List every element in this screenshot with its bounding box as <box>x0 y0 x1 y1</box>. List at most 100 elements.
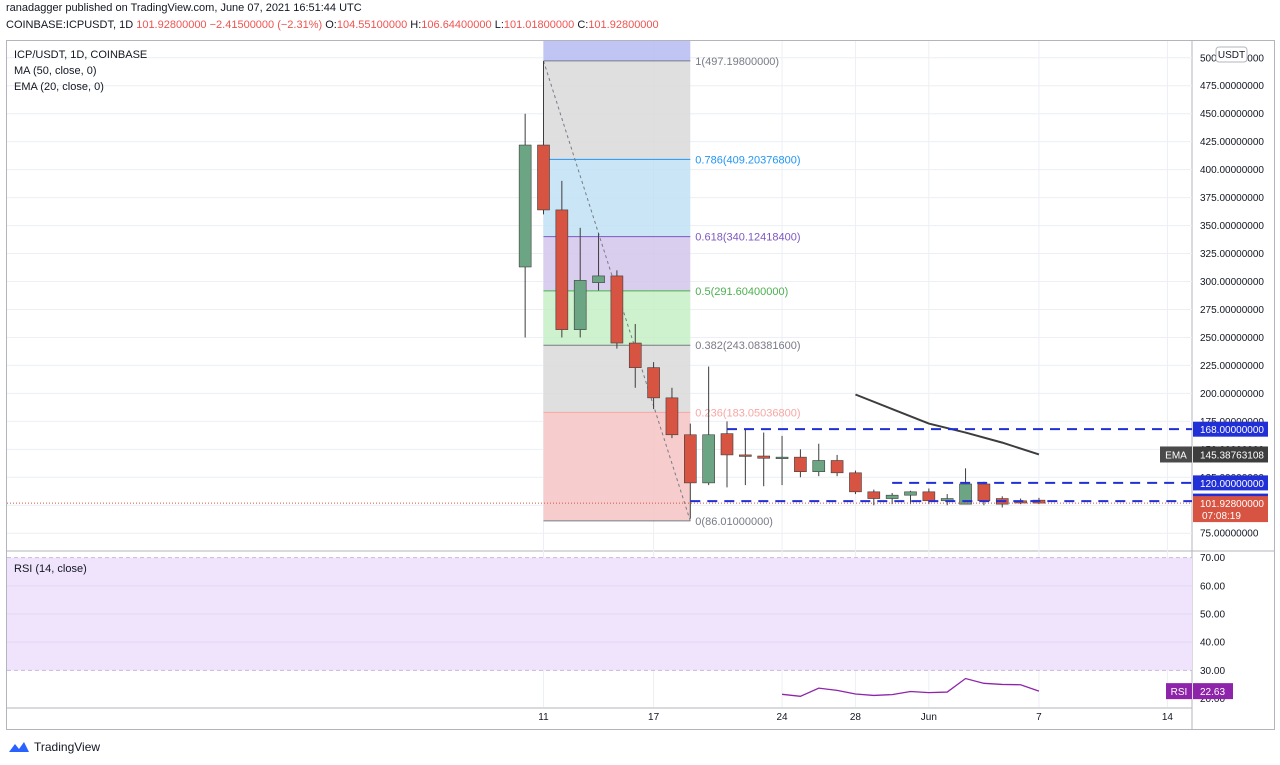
candle-body[interactable] <box>739 454 752 457</box>
candle-body[interactable] <box>904 491 917 496</box>
fib-band <box>543 60 691 160</box>
price-tick-label: 250.00000000 <box>1200 333 1264 344</box>
bar-countdown-label: 07:08:19 <box>1202 511 1241 522</box>
candle-body[interactable] <box>537 144 550 211</box>
price-tick-label: 225.00000000 <box>1200 361 1264 372</box>
time-tick-label: 28 <box>850 712 862 723</box>
legend-ema[interactable]: EMA (20, close, 0) <box>14 81 104 93</box>
price-tick-label: 350.00000000 <box>1200 221 1264 232</box>
rsi-name-tag-label: RSI <box>1171 687 1188 698</box>
rsi-name-tag <box>1166 683 1192 700</box>
legend-rsi[interactable]: RSI (14, close) <box>14 563 87 575</box>
price-tick-label: 75.00000000 <box>1200 529 1259 540</box>
rsi-tick-label: 60.00 <box>1200 581 1225 592</box>
time-tick-label: 7 <box>1036 712 1042 723</box>
candle-body[interactable] <box>812 460 826 472</box>
time-tick-label: 17 <box>648 712 660 723</box>
time-tick-label: Jun <box>921 712 937 723</box>
candle-body[interactable] <box>573 280 587 330</box>
price-tick-label: 325.00000000 <box>1200 249 1264 260</box>
candle-body[interactable] <box>922 491 936 502</box>
candle-body[interactable] <box>757 455 771 459</box>
candle-body[interactable] <box>647 367 660 399</box>
fib-level-label: 0(86.01000000) <box>695 516 773 528</box>
ema-price-tag-label: 145.38763108 <box>1200 450 1264 461</box>
legend-title: ICP/USDT, 1D, COINBASE <box>14 49 148 61</box>
rsi-tick-label: 40.00 <box>1200 638 1225 649</box>
low-value: 101.01800000 <box>503 19 575 31</box>
tradingview-brand: TradingView <box>34 740 101 754</box>
candle-body[interactable] <box>628 342 642 368</box>
ema-name-tag <box>1160 446 1192 463</box>
time-tick-label: 14 <box>1162 712 1174 723</box>
fib-level-label: 0.236(183.05036800) <box>695 407 800 419</box>
price-tick-label: 425.00000000 <box>1200 137 1264 148</box>
level-price-tag-label: 168.00000000 <box>1200 425 1264 436</box>
rsi-value-tag-label: 22.63 <box>1200 687 1225 698</box>
candle-body[interactable] <box>794 456 807 472</box>
time-tick-label: 24 <box>776 712 788 723</box>
candle-body[interactable] <box>775 456 789 459</box>
level-price-tag-label: 120.00000000 <box>1200 479 1264 490</box>
candle-body[interactable] <box>592 275 605 283</box>
price-tick-label: 275.00000000 <box>1200 305 1264 316</box>
tradingview-logo-icon <box>9 742 29 752</box>
legend-ma[interactable]: MA (50, close, 0) <box>14 65 97 77</box>
candle-body[interactable] <box>959 483 972 505</box>
fib-level-label: 0.618(340.12418400) <box>695 232 800 244</box>
level-price-tag <box>1193 475 1268 491</box>
candle-body[interactable] <box>683 434 697 484</box>
symbol-label: COINBASE:ICPUSDT, 1D <box>6 19 134 31</box>
level-price-tag <box>1193 421 1268 437</box>
candle-body[interactable] <box>610 275 624 344</box>
close-value: 101.92800000 <box>588 19 659 31</box>
open-label: O: <box>325 19 337 31</box>
last-price: 101.92800000 <box>136 19 207 31</box>
fib-level-label: 0.382(243.08381600) <box>695 340 800 352</box>
fib-level-label: 1(497.19800000) <box>695 56 779 68</box>
candle-body[interactable] <box>867 491 881 499</box>
last-price-tag-label: 101.92800000 <box>1200 499 1264 510</box>
candle-body[interactable] <box>849 472 862 493</box>
price-tick-label: 450.00000000 <box>1200 109 1264 120</box>
candle-body[interactable] <box>702 434 715 484</box>
candle-body[interactable] <box>830 460 844 474</box>
price-tick-label: 400.00000000 <box>1200 165 1264 176</box>
tradingview-logo[interactable]: TradingView <box>8 740 100 754</box>
fib-band <box>543 41 691 61</box>
currency-badge[interactable] <box>1215 46 1248 63</box>
rsi-tick-label: 20.00 <box>1200 694 1225 705</box>
chart-frame <box>6 40 1275 730</box>
ema-name-tag-label: EMA <box>1165 450 1187 461</box>
ema-line[interactable] <box>855 393 1040 456</box>
rsi-tick-label: 50.00 <box>1200 610 1225 621</box>
last-price-tag <box>1193 496 1268 523</box>
price-change: −2.41500000 (−2.31%) <box>209 19 323 31</box>
candle-body[interactable] <box>720 433 734 456</box>
publish-info: ranadagger published on TradingView.com,… <box>6 2 362 14</box>
close-label: C: <box>577 19 589 31</box>
ohlc-line: COINBASE:ICPUSDT, 1D 101.92800000 −2.415… <box>6 19 659 31</box>
rsi-line[interactable] <box>781 677 1040 697</box>
price-tick-label: 300.00000000 <box>1200 277 1264 288</box>
price-tick-label: 375.00000000 <box>1200 193 1264 204</box>
fib-level-label: 0.5(291.60400000) <box>695 286 788 298</box>
price-tick-label: 475.00000000 <box>1200 81 1264 92</box>
candle-body[interactable] <box>555 209 569 330</box>
rsi-tick-label: 30.00 <box>1200 666 1225 677</box>
high-label: H: <box>410 19 422 31</box>
rsi-value-tag <box>1193 683 1233 700</box>
time-tick-label: 11 <box>538 712 549 723</box>
candle-body[interactable] <box>518 144 532 268</box>
high-value: 106.64400000 <box>421 19 492 31</box>
ema-price-tag <box>1193 446 1268 463</box>
open-value: 104.55100000 <box>336 19 408 31</box>
low-label: L: <box>494 19 504 31</box>
candle-body[interactable] <box>977 483 991 502</box>
price-tick-label: 200.00000000 <box>1200 389 1264 400</box>
fib-level-label: 0.786(409.20376800) <box>695 154 800 166</box>
candle-body[interactable] <box>885 494 899 499</box>
candle-body[interactable] <box>665 397 679 436</box>
rsi-tick-label: 70.00 <box>1200 553 1225 564</box>
